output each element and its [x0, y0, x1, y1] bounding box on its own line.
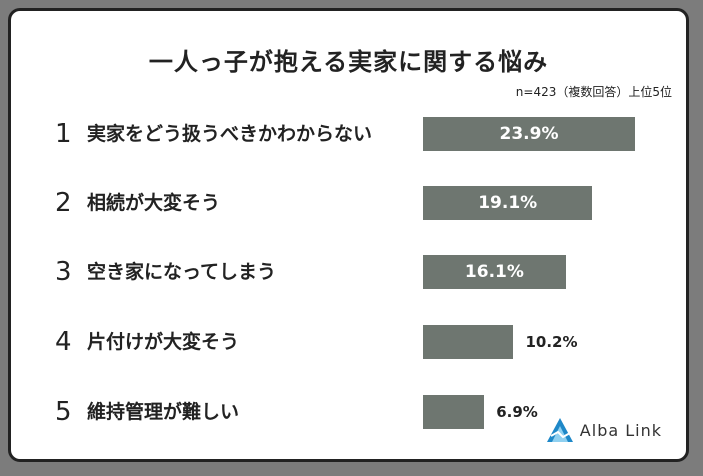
rank-number: 2: [55, 188, 72, 218]
bar-row: 1 実家をどう扱うべきかわからない 23.9%: [11, 117, 686, 151]
bar: [423, 325, 514, 359]
value-label: 10.2%: [525, 333, 578, 351]
value-label: 23.9%: [499, 124, 559, 144]
rank-number: 1: [55, 119, 72, 149]
value-label: 6.9%: [496, 403, 538, 421]
bar-row: 2 相続が大変そう 19.1%: [11, 186, 686, 220]
bar: [423, 395, 485, 429]
category-label: 相続が大変そう: [87, 192, 221, 214]
logo-text: Alba Link: [579, 420, 662, 440]
bar: [423, 186, 593, 220]
bar-row: 3 空き家になってしまう 16.1%: [11, 255, 686, 289]
rank-number: 5: [55, 397, 72, 427]
category-label: 維持管理が難しい: [87, 401, 240, 423]
category-label: 片付けが大変そう: [87, 331, 240, 353]
alba-link-logo: Alba Link: [546, 417, 662, 443]
value-label: 16.1%: [464, 262, 524, 282]
category-label: 空き家になってしまう: [87, 261, 277, 283]
logo-triangle-icon: [546, 418, 573, 442]
bar: [423, 255, 566, 289]
bar-row: 5 維持管理が難しい 6.9%: [11, 395, 686, 429]
sample-note: n=423（複数回答）上位5位: [515, 85, 672, 99]
category-label: 実家をどう扱うべきかわからない: [87, 123, 373, 145]
value-label: 19.1%: [478, 193, 538, 213]
chart-card: 一人っ子が抱える実家に関する悩み n=423（複数回答）上位5位 1 実家をどう扱…: [8, 8, 689, 462]
bar-row: 4 片付けが大変そう 10.2%: [11, 325, 686, 359]
bar: [423, 117, 635, 151]
rank-number: 4: [55, 327, 72, 357]
chart-title: 一人っ子が抱える実家に関する悩み: [148, 48, 549, 76]
rank-number: 3: [55, 257, 72, 287]
